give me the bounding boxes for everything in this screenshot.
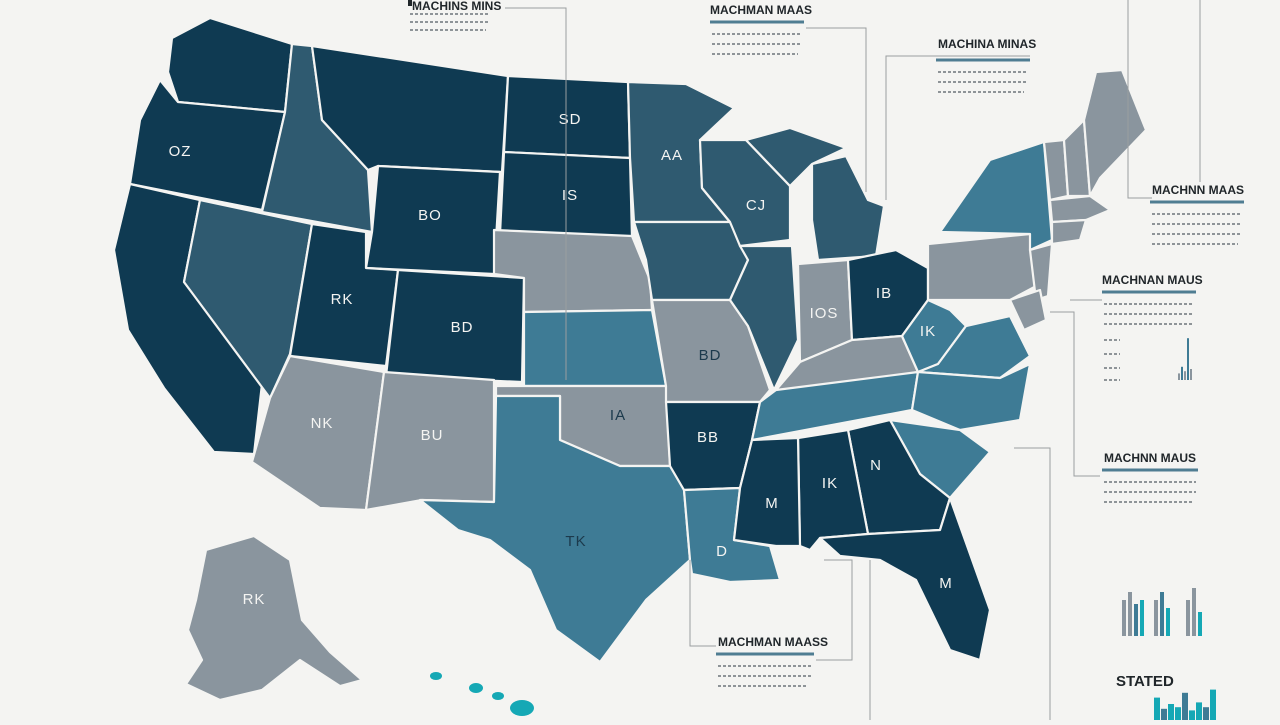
- state-labels: OZ SD IS AA CJ BO RK BD NK BU IA TK BB B…: [169, 111, 953, 608]
- state-il[interactable]: [728, 244, 800, 392]
- label-wi: CJ: [746, 197, 766, 214]
- label-ak: RK: [243, 591, 266, 608]
- panel-right-3-title: MACHNN MAUS: [1104, 451, 1196, 465]
- state-ms[interactable]: [732, 436, 802, 548]
- panel-right-3: MACHNN MAUS: [1102, 451, 1198, 503]
- label-mn: AA: [661, 147, 683, 164]
- state-co[interactable]: [384, 268, 526, 384]
- panel-top-left-title: MACHINS MINS: [412, 0, 501, 13]
- state-pa[interactable]: [926, 232, 1042, 302]
- label-nd: SD: [559, 111, 582, 128]
- state-ny[interactable]: [938, 140, 1054, 252]
- label-mo: BD: [699, 347, 722, 364]
- label-nm: BU: [421, 427, 444, 444]
- bottom-right-bar: [1161, 708, 1167, 720]
- label-ut: RK: [331, 291, 354, 308]
- state-mi[interactable]: [810, 154, 886, 262]
- label-wy: BO: [418, 207, 442, 224]
- panel-right-1: MACHNN MAAS: [1150, 183, 1244, 245]
- panel-bottom-mid-title: MACHMAN MAASS: [718, 635, 828, 649]
- label-wv: IK: [920, 323, 936, 340]
- state-nj[interactable]: [1028, 242, 1054, 302]
- state-hi[interactable]: [430, 672, 534, 716]
- label-in: IOS: [810, 305, 839, 322]
- label-ar: BB: [697, 429, 719, 446]
- bottom-right-bar: [1168, 704, 1174, 720]
- state-md[interactable]: [1008, 288, 1048, 332]
- label-sd: IS: [562, 187, 578, 204]
- bottom-right-bar: [1175, 707, 1181, 720]
- state-ks[interactable]: [522, 308, 668, 388]
- panel-right-1-title: MACHNN MAAS: [1152, 183, 1244, 197]
- panel-top-right: MACHINA MINAS: [936, 37, 1036, 93]
- leader-lines: [505, 0, 1201, 720]
- panel-top-mid: MACHMAN MAAS: [710, 3, 812, 55]
- label-la: D: [716, 543, 728, 560]
- label-az: NK: [311, 415, 334, 432]
- panel-top-mid-title: MACHMAN MAAS: [710, 3, 812, 17]
- bottom-right-bar: [1196, 702, 1202, 720]
- panel-top-left: [408, 0, 490, 31]
- panel-right-2: MACHNAN MAUS: [1102, 273, 1203, 381]
- panel-bottom-right: STATED: [1116, 673, 1216, 720]
- label-or: OZ: [169, 143, 192, 160]
- bottom-right-bar: [1210, 689, 1216, 720]
- state-mi-up[interactable]: [744, 126, 848, 188]
- state-wa[interactable]: [166, 16, 294, 114]
- panel-side-charts: [1122, 588, 1202, 636]
- right-2-bar: [1190, 369, 1192, 380]
- state-ma[interactable]: [1048, 194, 1112, 224]
- label-co: BD: [451, 319, 474, 336]
- right-2-bar: [1181, 366, 1183, 380]
- bottom-right-bar: [1154, 697, 1160, 720]
- bottom-right-bar: [1189, 710, 1195, 720]
- state-ak[interactable]: [184, 534, 364, 702]
- state-ia[interactable]: [632, 220, 750, 302]
- right-2-bar: [1187, 338, 1189, 380]
- bottom-right-bar: [1203, 707, 1209, 720]
- panel-right-2-title: MACHNAN MAUS: [1102, 273, 1203, 287]
- panel-bottom-right-title: STATED: [1116, 673, 1174, 690]
- right-2-bar: [1178, 373, 1180, 380]
- mini-bar-chart-bottom-right: [1154, 689, 1216, 720]
- panel-bottom-mid: MACHMAN MAASS: [716, 635, 828, 687]
- label-oh: IB: [876, 285, 892, 302]
- state-map: [112, 16, 1148, 716]
- label-ok: IA: [610, 407, 626, 424]
- state-ct[interactable]: [1050, 218, 1088, 246]
- state-tx[interactable]: [418, 394, 692, 664]
- label-tx: TK: [565, 533, 586, 550]
- state-me[interactable]: [1082, 68, 1148, 198]
- bottom-right-bar: [1182, 692, 1188, 720]
- label-fl: M: [939, 575, 953, 592]
- label-ms: M: [765, 495, 779, 512]
- state-fl[interactable]: [818, 496, 992, 662]
- label-ga: N: [870, 457, 882, 474]
- label-al: IK: [822, 475, 838, 492]
- mini-bar-chart-right-2: [1178, 338, 1192, 380]
- right-2-bar: [1184, 371, 1186, 380]
- panel-top-right-title: MACHINA MINAS: [938, 37, 1036, 51]
